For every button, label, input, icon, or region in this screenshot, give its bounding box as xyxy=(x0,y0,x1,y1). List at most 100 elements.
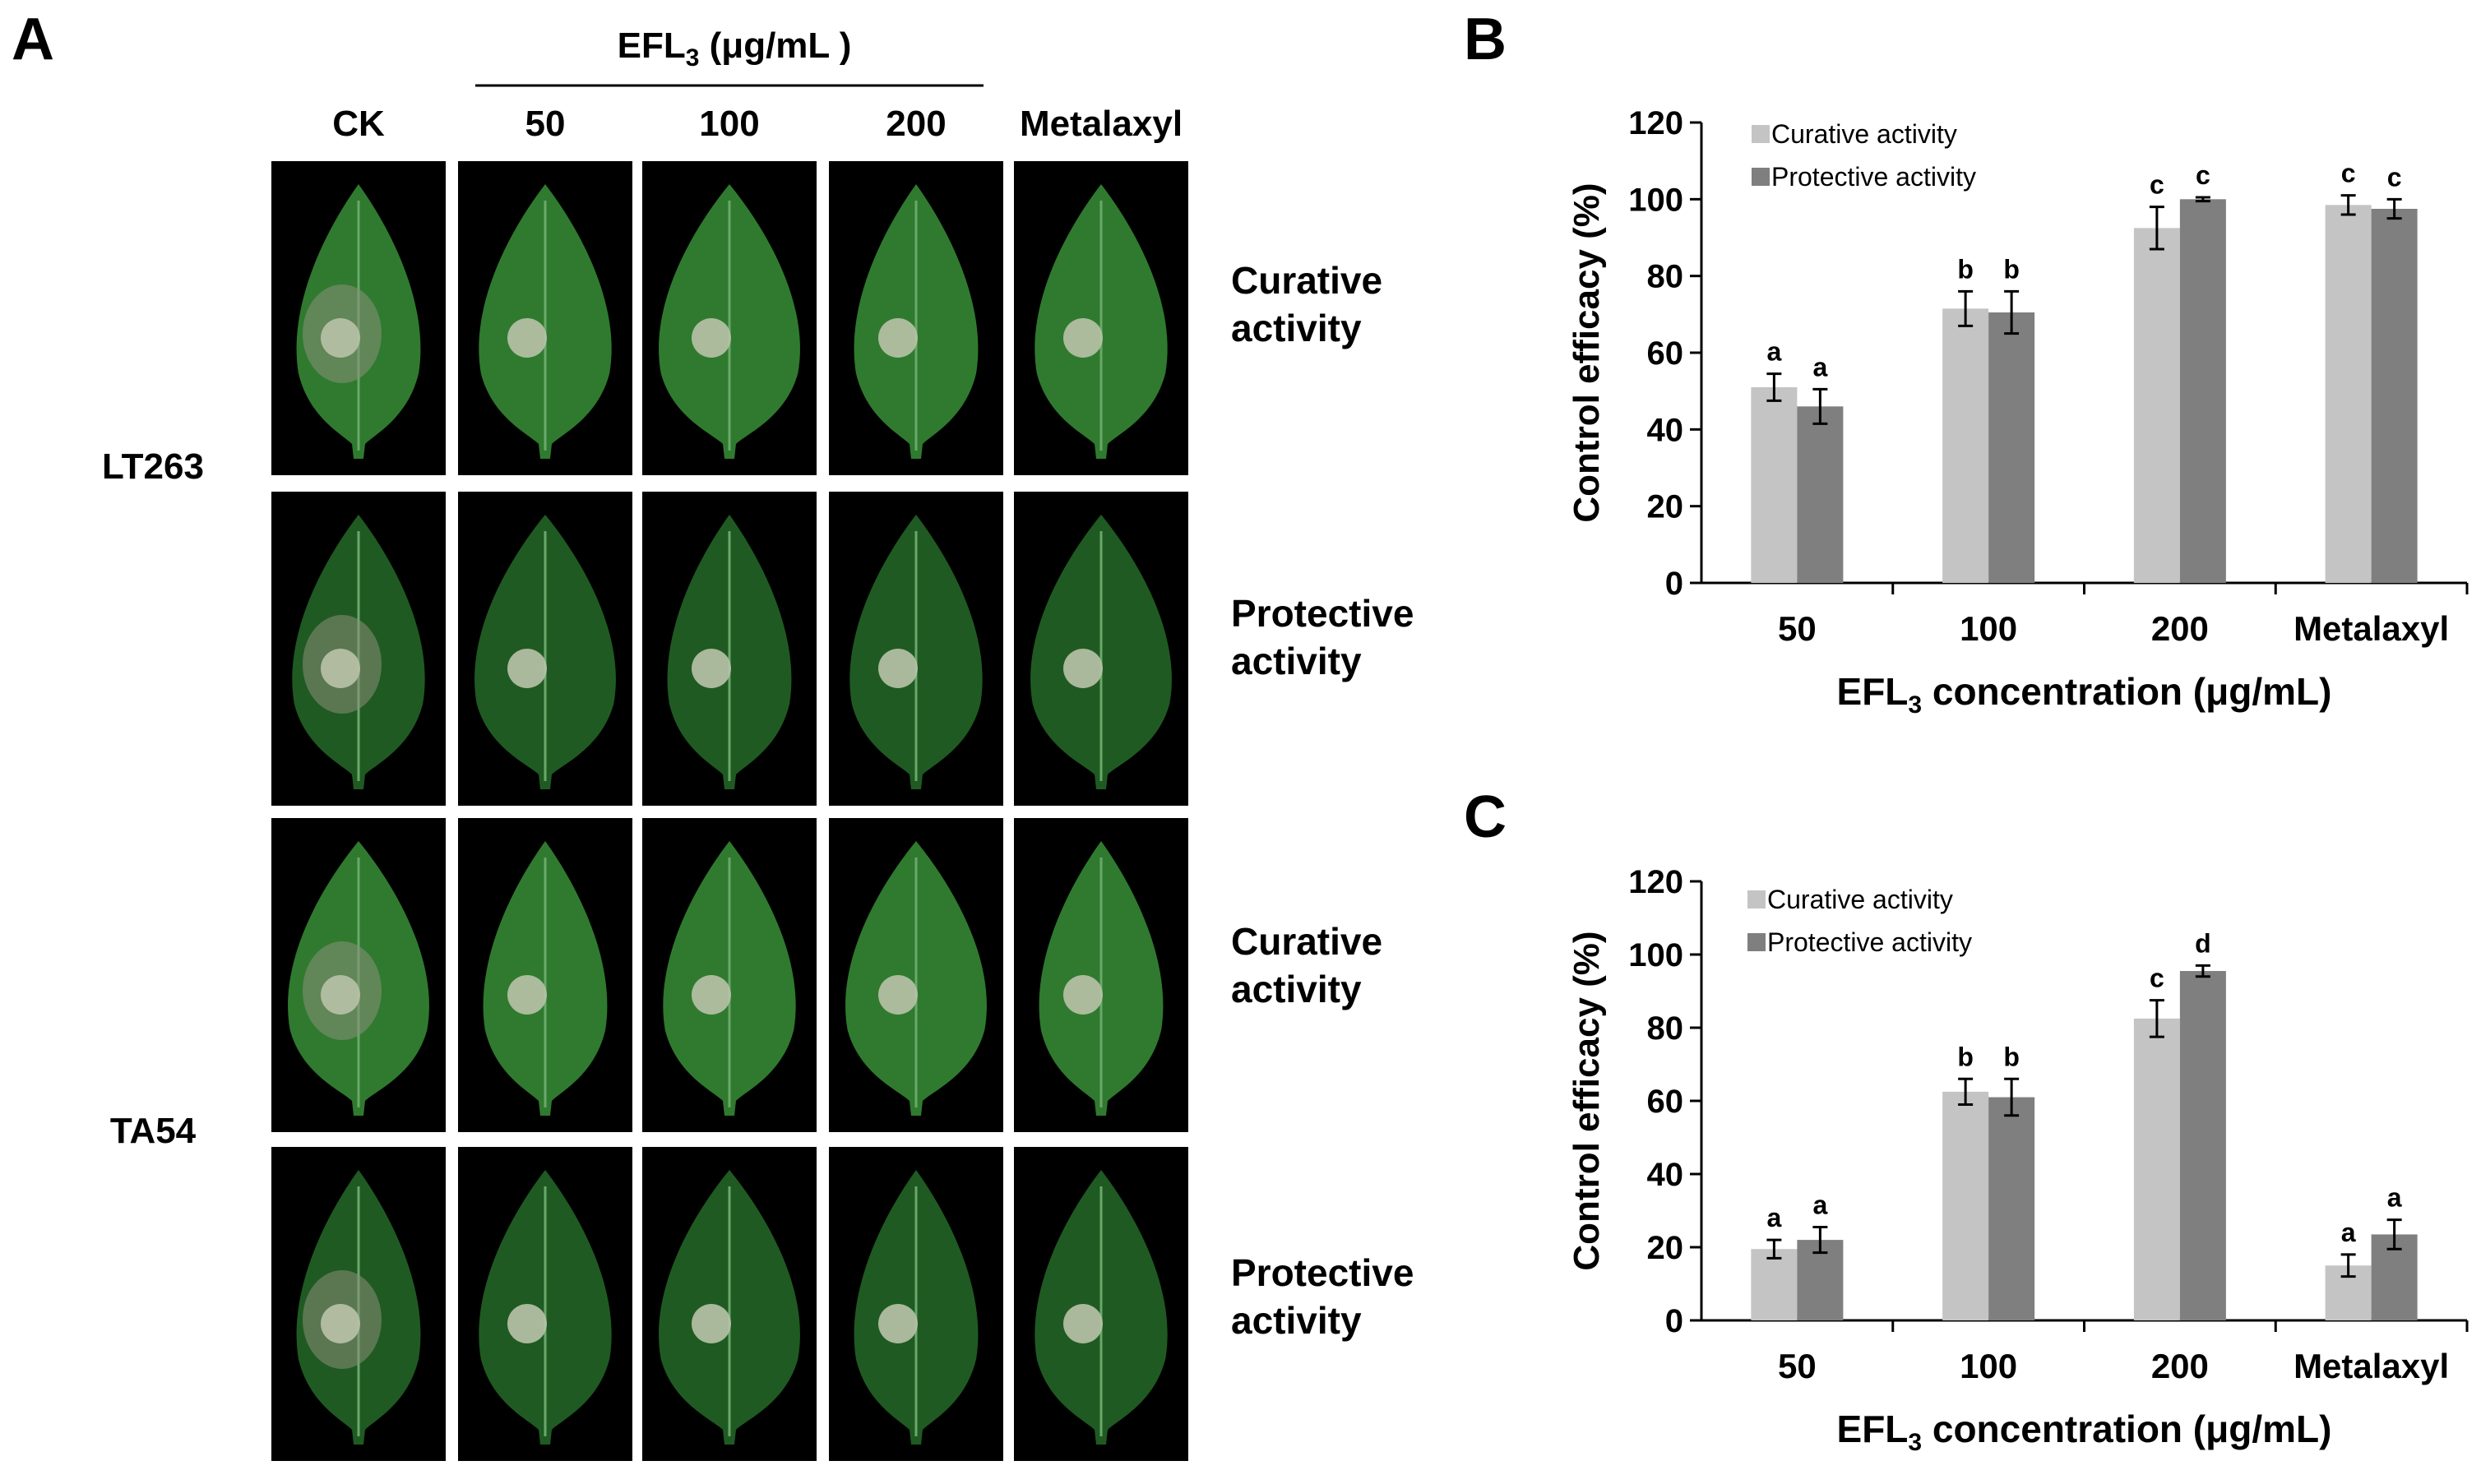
chart-c: C 0 20 40 60 80 100 120 50 a a 100 b b 200 c d Metalaxyl a… xyxy=(1464,784,2469,1456)
significance-letter: a xyxy=(2387,1183,2402,1213)
x-tick-label: 50 xyxy=(1778,609,1817,648)
leaf-photo xyxy=(642,161,817,475)
strain-label: TA54 xyxy=(110,1111,197,1151)
activity-label: Curative activity xyxy=(1231,920,1382,1010)
bar xyxy=(2179,971,2226,1320)
x-axis-label: EFL3 concentration (μg/mL) xyxy=(1837,1408,2332,1456)
column-header: 200 xyxy=(886,104,946,144)
leaf-photo xyxy=(458,161,632,475)
significance-letter: d xyxy=(2195,928,2211,958)
leaf-photo xyxy=(829,818,1003,1132)
significance-letter: b xyxy=(2003,1042,2020,1071)
y-tick-label: 0 xyxy=(1665,1303,1683,1339)
y-tick-label: 20 xyxy=(1647,1230,1684,1266)
bar xyxy=(1988,1097,2035,1320)
significance-letter: a xyxy=(1812,352,1827,381)
column-header: CK xyxy=(332,104,385,144)
legend-swatch xyxy=(1752,125,1770,143)
photo-grid xyxy=(271,161,1188,1461)
leaf-photo xyxy=(271,492,446,806)
y-tick-label: 60 xyxy=(1647,1084,1684,1120)
leaf-photo xyxy=(829,161,1003,475)
leaf-photo xyxy=(1014,1147,1188,1461)
y-tick-label: 20 xyxy=(1647,489,1684,525)
y-tick-label: 60 xyxy=(1647,335,1684,372)
leaf-photo xyxy=(271,818,446,1132)
bar xyxy=(1751,387,1798,583)
significance-letter: a xyxy=(1812,1190,1827,1220)
column-header: 100 xyxy=(699,104,759,144)
significance-letter: c xyxy=(2341,159,2356,188)
leaf-photo xyxy=(458,492,632,806)
chart-b: B 0 20 40 60 80 100 120 50 a a 100 b b 200 c c Metalaxyl c… xyxy=(1464,7,2469,719)
legend-swatch xyxy=(1747,890,1766,908)
bar xyxy=(2325,205,2372,584)
significance-letter: c xyxy=(2196,160,2210,190)
leaf-photo xyxy=(271,161,446,475)
significance-letter: a xyxy=(1766,337,1781,367)
significance-letter: b xyxy=(2003,254,2020,284)
y-tick-label: 120 xyxy=(1628,864,1683,900)
bar xyxy=(1942,308,1989,583)
x-tick-label: 100 xyxy=(1960,609,2017,648)
bar xyxy=(1797,406,1844,583)
x-axis-label: EFL3 concentration (μg/mL) xyxy=(1837,670,2332,719)
bar xyxy=(2133,228,2180,583)
y-tick-label: 40 xyxy=(1647,412,1684,448)
y-tick-label: 100 xyxy=(1628,182,1683,218)
y-tick-label: 100 xyxy=(1628,937,1683,973)
bar xyxy=(2179,199,2226,584)
bar xyxy=(1988,312,2035,583)
y-tick-label: 80 xyxy=(1647,259,1684,295)
column-header: 50 xyxy=(525,104,566,144)
x-tick-label: 50 xyxy=(1778,1347,1817,1385)
panel-label: B xyxy=(1464,7,1507,72)
panel-a: A EFL3 (μg/mL ) CK 50 100 200 Metalaxyl LT26… xyxy=(12,7,1414,1461)
activity-label: Curative activity xyxy=(1231,259,1382,349)
panel-label: C xyxy=(1464,784,1507,850)
y-tick-label: 120 xyxy=(1628,105,1683,141)
x-tick-label: 200 xyxy=(2151,609,2209,648)
bar xyxy=(1942,1091,1989,1320)
bar xyxy=(2133,1018,2180,1320)
significance-letter: c xyxy=(2150,964,2164,993)
legend-entry: Protective activity xyxy=(1767,927,1972,957)
significance-letter: a xyxy=(1766,1203,1781,1232)
bar xyxy=(1751,1249,1798,1320)
column-header: Metalaxyl xyxy=(1020,104,1183,144)
legend-entry: Protective activity xyxy=(1771,162,1976,192)
leaf-photo xyxy=(1014,492,1188,806)
y-tick-label: 40 xyxy=(1647,1157,1684,1193)
strain-labels: LT263 TA54 xyxy=(102,446,204,1151)
x-tick-label: 200 xyxy=(2151,1347,2209,1385)
x-tick-label: Metalaxyl xyxy=(2294,609,2449,648)
leaf-photo xyxy=(271,1147,446,1461)
efl-header: EFL3 (μg/mL ) xyxy=(618,25,852,72)
legend-entry: Curative activity xyxy=(1771,119,1957,149)
significance-letter: c xyxy=(2150,170,2164,200)
significance-letter: b xyxy=(1957,254,1974,284)
y-tick-label: 80 xyxy=(1647,1010,1684,1047)
legend-swatch xyxy=(1752,168,1770,186)
x-tick-label: 100 xyxy=(1960,1347,2017,1385)
activity-label: Protective activity xyxy=(1231,1251,1414,1342)
panel-a-label: A xyxy=(12,7,54,72)
bar xyxy=(2371,209,2418,583)
leaf-photo xyxy=(829,492,1003,806)
activity-label: Protective activity xyxy=(1231,592,1414,682)
strain-label: LT263 xyxy=(102,446,204,487)
leaf-photo xyxy=(1014,818,1188,1132)
legend-swatch xyxy=(1747,933,1766,951)
leaf-photo xyxy=(642,1147,817,1461)
leaf-photo xyxy=(829,1147,1003,1461)
activity-labels: Curative activity Protective activity Curati… xyxy=(1231,259,1414,1342)
legend-entry: Curative activity xyxy=(1767,885,1953,914)
column-headers: CK 50 100 200 Metalaxyl xyxy=(332,104,1183,144)
significance-letter: c xyxy=(2387,162,2402,192)
leaf-photo xyxy=(642,818,817,1132)
leaf-photo xyxy=(458,818,632,1132)
leaf-photo xyxy=(458,1147,632,1461)
leaf-photo xyxy=(642,492,817,806)
significance-letter: b xyxy=(1957,1042,1974,1071)
significance-letter: a xyxy=(2341,1218,2356,1247)
